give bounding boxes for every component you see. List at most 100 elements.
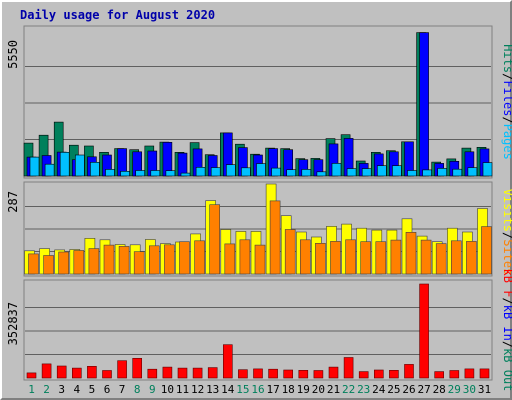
pages-bar <box>241 167 251 177</box>
kb-f-bar <box>192 367 203 379</box>
sites-bar <box>405 232 417 275</box>
x-tick-label: 3 <box>58 383 65 396</box>
sites-bar <box>133 251 145 275</box>
y-max-label: 5550 <box>6 40 20 69</box>
kb-f-bar <box>41 363 52 379</box>
pages-bar <box>286 169 297 177</box>
pages-bar <box>376 165 387 177</box>
pages-bar <box>210 167 221 177</box>
pages-bar <box>105 169 115 177</box>
pages-bar <box>195 167 206 177</box>
legend-kb-in: kB In <box>501 305 512 341</box>
kb-f-bar <box>449 370 460 379</box>
x-tick-label: 30 <box>463 383 476 396</box>
x-tick-label: 24 <box>372 383 386 396</box>
legend-pages: Pages <box>501 124 512 160</box>
pages-bar <box>29 156 40 177</box>
legend-separator: / <box>501 232 512 239</box>
pages-bar <box>59 152 70 177</box>
files-bar <box>419 32 429 177</box>
pages-bar <box>452 168 463 177</box>
kb-f-bar <box>147 368 158 379</box>
x-tick-label: 31 <box>478 383 491 396</box>
x-tick-label: 12 <box>191 383 204 396</box>
x-tick-label: 21 <box>327 383 340 396</box>
kb-f-bar <box>87 365 97 379</box>
kb-f-bar <box>373 369 384 379</box>
pages-bar <box>407 170 417 177</box>
x-tick-label: 27 <box>417 383 430 396</box>
panel-legend: Visits/Sites <box>501 189 512 276</box>
sites-bar <box>58 251 70 275</box>
legend-hits: Hits <box>501 44 512 73</box>
pages-bar <box>361 168 372 177</box>
pages-bar <box>44 163 55 177</box>
x-tick-label: 8 <box>134 383 141 396</box>
kbytes-panel-bg <box>23 279 493 381</box>
pages-bar <box>331 163 342 177</box>
sites-bar <box>360 241 372 275</box>
x-tick-label: 10 <box>161 383 174 396</box>
sites-bar <box>390 239 402 275</box>
x-tick-label: 9 <box>149 383 156 396</box>
pages-bar <box>120 171 130 177</box>
x-tick-label: 20 <box>312 383 325 396</box>
panel-legend: Hits/Files/Pages <box>501 44 512 160</box>
legend-separator: / <box>501 297 512 304</box>
pages-bar <box>482 162 493 177</box>
sites-bar <box>345 239 356 275</box>
pages-bar <box>392 165 402 177</box>
sites-bar <box>73 250 85 275</box>
files-bar <box>177 152 188 177</box>
legend-kb-out: kB Out <box>501 348 512 391</box>
sites-bar <box>43 255 54 275</box>
kb-f-bar <box>72 367 82 379</box>
kb-f-bar <box>223 344 233 379</box>
pages-bar <box>316 171 327 177</box>
legend-files: Files <box>501 80 512 116</box>
x-tick-label: 2 <box>43 383 50 396</box>
pages-bar <box>467 167 478 177</box>
kb-f-bar <box>268 368 278 379</box>
sites-bar <box>88 248 100 275</box>
sites-bar <box>284 229 296 275</box>
sites-bar <box>194 240 205 275</box>
sites-bar <box>103 244 115 275</box>
x-tick-label: 5 <box>89 383 96 396</box>
kb-f-bar <box>464 368 475 379</box>
x-tick-label: 26 <box>402 383 415 396</box>
kb-f-bar <box>283 369 294 379</box>
sites-bar <box>164 244 175 275</box>
legend-separator: / <box>501 341 512 348</box>
kb-f-bar <box>102 370 112 379</box>
y-max-label: 352837 <box>6 302 20 345</box>
panel-legend: kB F/kB In/kB Out <box>501 269 512 392</box>
kb-f-bar <box>253 368 263 379</box>
kb-f-bar <box>389 369 399 379</box>
pages-bar <box>165 170 176 177</box>
x-tick-label: 18 <box>282 383 295 396</box>
pages-bar <box>90 162 100 177</box>
kb-f-bar <box>26 372 37 379</box>
sites-bar <box>315 243 326 275</box>
x-tick-label: 16 <box>251 383 264 396</box>
sites-bar <box>330 241 341 275</box>
y-max-label: 287 <box>6 191 20 213</box>
x-tick-label: 4 <box>73 383 80 396</box>
x-tick-label: 1 <box>28 383 35 396</box>
x-tick-label: 6 <box>104 383 111 396</box>
sites-bar <box>299 239 311 275</box>
kb-f-bar <box>313 370 324 379</box>
sites-bar <box>269 200 281 275</box>
kb-f-bar <box>358 371 369 379</box>
x-tick-label: 11 <box>176 383 189 396</box>
legend-visits: Visits <box>501 189 512 232</box>
kb-f-bar <box>177 367 188 379</box>
pages-bar <box>150 170 161 177</box>
kb-f-bar <box>56 365 67 379</box>
x-tick-label: 15 <box>236 383 249 396</box>
legend-kb-f: kB F <box>501 269 512 298</box>
x-tick-label: 25 <box>387 383 400 396</box>
sites-bar <box>209 204 220 275</box>
